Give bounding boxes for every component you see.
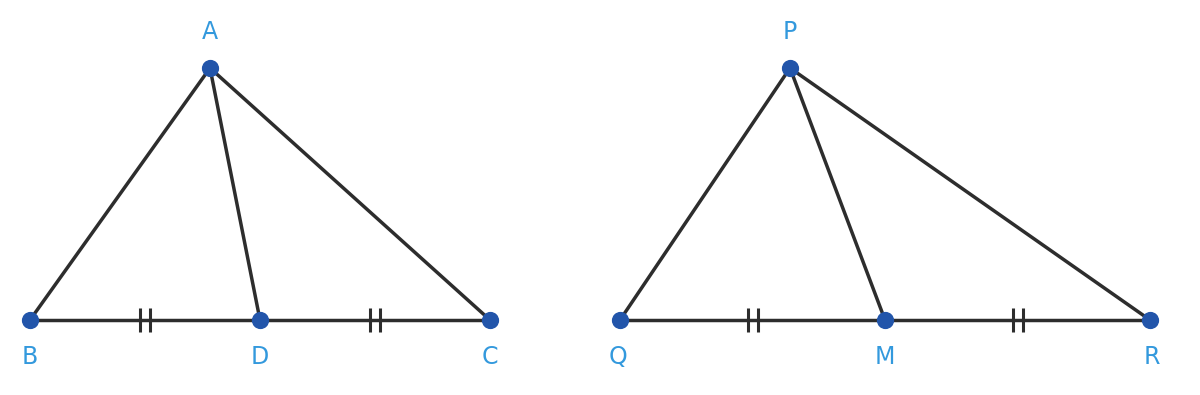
Point	[611, 317, 630, 323]
Text: A: A	[202, 20, 218, 44]
Point	[876, 317, 895, 323]
Text: P: P	[782, 20, 797, 44]
Point	[200, 65, 220, 71]
Text: Q: Q	[608, 345, 628, 369]
Point	[251, 317, 270, 323]
Text: C: C	[481, 345, 498, 369]
Text: B: B	[22, 345, 38, 369]
Text: M: M	[875, 345, 895, 369]
Point	[480, 317, 499, 323]
Point	[1140, 317, 1159, 323]
Text: D: D	[251, 345, 269, 369]
Point	[780, 65, 799, 71]
Text: R: R	[1144, 345, 1160, 369]
Point	[20, 317, 40, 323]
